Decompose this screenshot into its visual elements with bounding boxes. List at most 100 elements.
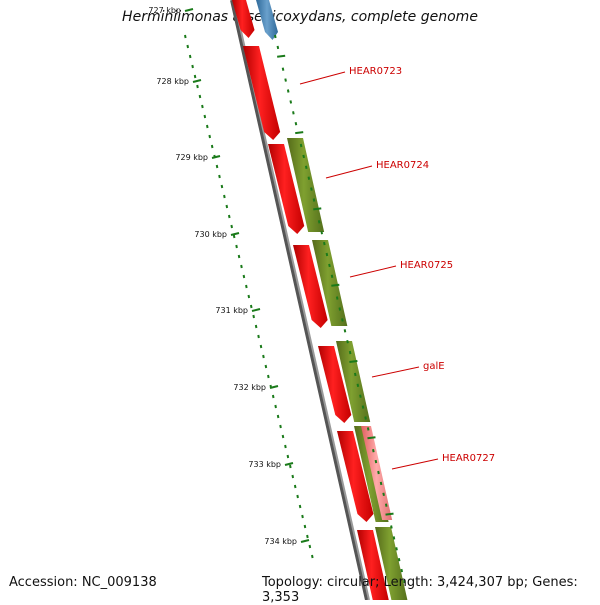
gene-label: HEAR0723: [349, 66, 402, 77]
outer-tick: [335, 296, 339, 300]
outer-tick: [325, 252, 329, 257]
outer-tick: [382, 492, 385, 496]
scale-minor-tick: [188, 54, 192, 59]
accession-text: Accession: NC_009138: [9, 575, 157, 590]
outer-tick: [385, 512, 394, 516]
outer-tick: [276, 45, 280, 50]
scale-minor-tick: [296, 494, 299, 499]
outer-tick: [274, 34, 277, 39]
scale-label: 733 kbp: [248, 460, 281, 469]
scale-minor-tick: [223, 194, 226, 199]
scale-label: 729 kbp: [175, 153, 208, 162]
scale-minor-tick: [276, 414, 280, 419]
outer-tick: [307, 176, 311, 180]
gene-forward: [293, 245, 328, 328]
outer-tick: [284, 78, 287, 82]
outer-tick: [356, 383, 360, 387]
scale-minor-tick: [252, 314, 255, 319]
gene-reverse: [312, 240, 348, 326]
outer-tick: [330, 274, 334, 278]
outer-tick: [341, 318, 344, 322]
scale-minor-tick: [303, 524, 307, 529]
scale-minor-tick: [184, 34, 187, 39]
outer-tick: [277, 54, 286, 58]
scale-minor-tick: [279, 424, 282, 429]
scale-minor-tick: [218, 174, 221, 179]
outer-tick: [313, 207, 322, 211]
gene-label: HEAR0727: [442, 453, 495, 464]
gene-label: HEAR0725: [400, 260, 453, 271]
scale-minor-tick: [240, 264, 243, 269]
scale-minor-tick: [286, 454, 290, 459]
scale-major-tick: [192, 79, 202, 83]
scale-minor-tick: [203, 114, 207, 119]
outer-tick: [304, 165, 308, 169]
scale-minor-tick: [206, 124, 209, 129]
scale-minor-tick: [249, 304, 253, 309]
outer-tick: [400, 568, 404, 573]
scale-minor-tick: [210, 144, 214, 149]
map-title: Herminiimonas arsenicoxydans, complete g…: [122, 9, 478, 25]
scale-minor-tick: [191, 64, 194, 69]
scale-minor-tick: [227, 214, 231, 219]
scale-minor-tick: [230, 224, 233, 229]
scale-minor-tick: [215, 164, 219, 169]
outer-tick: [403, 579, 406, 584]
scale-minor-tick: [208, 134, 212, 139]
outer-tick: [331, 283, 340, 287]
outer-tick: [292, 111, 295, 115]
scale-minor-tick: [235, 244, 238, 249]
outer-tick: [348, 350, 352, 355]
outer-tick: [295, 131, 304, 135]
scale-minor-tick: [232, 234, 236, 239]
scale-minor-tick: [289, 464, 292, 469]
outer-tick: [286, 89, 290, 93]
outer-tick: [299, 143, 303, 148]
leader-line: [371, 366, 420, 378]
scale-minor-tick: [259, 344, 263, 349]
leader-line: [325, 165, 373, 179]
scale-minor-tick: [271, 394, 275, 399]
scale-minor-tick: [237, 254, 241, 259]
outer-tick: [372, 449, 375, 453]
outer-tick: [338, 307, 342, 311]
outer-tick: [364, 416, 367, 420]
gene-pink: [361, 426, 393, 520]
scale-major-tick: [230, 232, 240, 236]
gene-reverse: [336, 341, 371, 422]
scale-labels: 727 kbp 728 kbp 729 kbp 730 kbp 731 kbp 732 k…: [148, 6, 297, 546]
outer-tick: [361, 405, 365, 409]
gene-reverse: [375, 527, 408, 600]
gene-blue: [256, 0, 278, 40]
scale-minor-tick: [293, 484, 297, 489]
scale-major-tick: [251, 308, 261, 312]
outer-tick: [343, 329, 347, 333]
outer-tick: [346, 340, 349, 344]
outer-tick: [281, 67, 285, 71]
scale-label: 732 kbp: [233, 383, 266, 392]
gene-forward: [243, 46, 281, 140]
scale-major-tick: [211, 155, 221, 159]
outer-tick: [359, 394, 362, 398]
outer-tick: [294, 122, 298, 126]
outer-tick: [395, 547, 398, 551]
backbone-shadow: [230, 0, 369, 600]
scale-minor-tick: [245, 284, 248, 289]
scale-minor-tick: [201, 104, 204, 109]
scale-minor-tick: [196, 84, 199, 89]
scale-minor-tick: [291, 474, 295, 479]
scale-minor-tick: [274, 404, 277, 409]
scale-minor-tick: [311, 554, 314, 559]
scale-minor-tick: [247, 294, 251, 299]
outer-tick: [289, 100, 293, 104]
scale-minor-tick: [193, 74, 197, 79]
scale-minor-tick: [298, 504, 302, 509]
outer-tick: [390, 525, 393, 529]
gene-features: [232, 0, 408, 600]
scale-minor-tick: [262, 354, 265, 359]
gene-forward: [357, 530, 389, 600]
outer-tick: [366, 427, 370, 431]
scale-minor-tick: [281, 434, 285, 439]
outer-tick: [392, 536, 396, 540]
outer-tick: [320, 231, 324, 235]
